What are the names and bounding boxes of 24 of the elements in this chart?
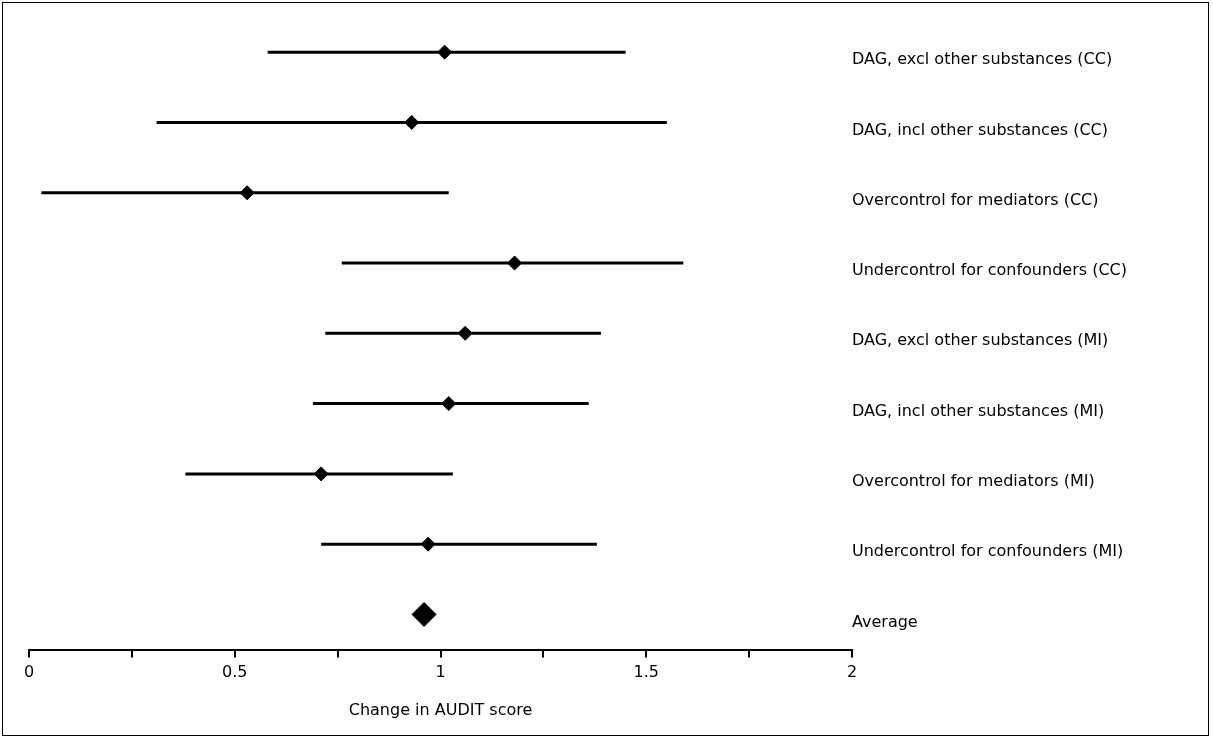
- y-tick-label: DAG, incl other substances (CC): [852, 119, 1108, 139]
- point: [411, 601, 437, 627]
- y-tick-label: DAG, excl other substances (CC): [852, 49, 1113, 69]
- y-tick-label: DAG, incl other substances (MI): [852, 400, 1105, 420]
- point: [313, 466, 329, 482]
- x-tick-label: 0.5: [222, 662, 248, 682]
- point: [437, 44, 453, 60]
- point: [420, 536, 436, 552]
- y-tick-label: Overcontrol for mediators (CC): [852, 189, 1099, 209]
- point: [441, 396, 457, 412]
- x-tick-label: 1.5: [633, 662, 659, 682]
- x-tick-label: 1: [435, 662, 446, 682]
- point: [239, 185, 255, 201]
- y-tick-label: Undercontrol for confounders (MI): [852, 541, 1124, 561]
- point: [404, 114, 420, 130]
- x-axis-title: Change in AUDIT score: [348, 699, 533, 719]
- point: [507, 255, 523, 271]
- y-tick-label: Average: [852, 611, 918, 631]
- x-tick-label: 0: [23, 662, 35, 682]
- y-tick-label: Overcontrol for mediators (MI): [852, 471, 1095, 491]
- point: [457, 325, 473, 341]
- y-tick-label: Undercontrol for confounders (CC): [852, 260, 1127, 280]
- x-tick-label: 2: [846, 662, 858, 682]
- y-tick-label: DAG, excl other substances (MI): [852, 330, 1109, 350]
